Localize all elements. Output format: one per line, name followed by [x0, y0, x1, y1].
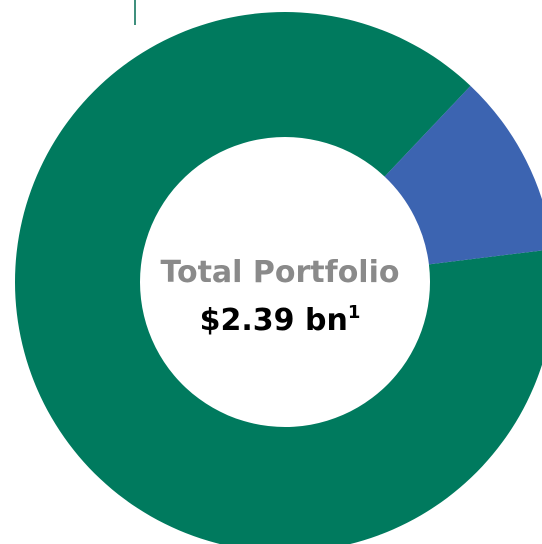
center-title: Total Portfolio	[161, 255, 400, 290]
center-total: $2.39 bn1	[200, 302, 361, 338]
footnote-mark: 1	[348, 302, 361, 323]
slices	[15, 11, 542, 544]
donut-slice	[384, 85, 542, 265]
total-value: $2.39 bn	[200, 303, 348, 338]
donut-slice	[15, 11, 542, 544]
